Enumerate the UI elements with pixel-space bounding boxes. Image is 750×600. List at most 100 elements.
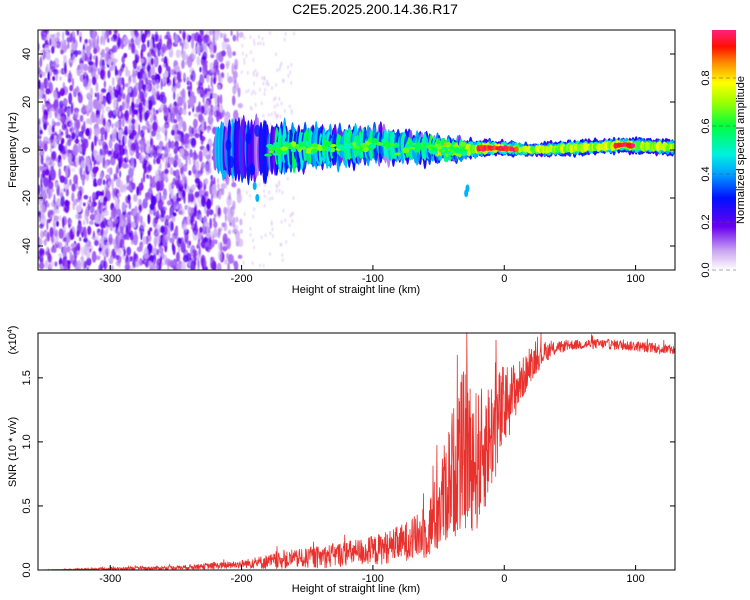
noise-blob xyxy=(252,38,255,43)
noise-blob xyxy=(133,61,137,70)
noise-blob xyxy=(115,84,119,91)
noise-blob xyxy=(202,147,208,157)
noise-blob xyxy=(190,245,196,257)
noise-blob xyxy=(133,234,138,246)
snr-plot-area xyxy=(38,333,675,570)
noise-blob xyxy=(43,136,49,142)
noise-blob xyxy=(52,246,57,254)
noise-blob xyxy=(92,232,95,238)
noise-blob xyxy=(278,96,281,101)
noise-blob xyxy=(197,259,200,270)
noise-blob xyxy=(111,206,118,218)
noise-blob xyxy=(70,102,74,115)
noise-blob xyxy=(203,61,208,72)
noise-blob xyxy=(275,52,278,57)
noise-blob xyxy=(154,217,159,225)
noise-blob xyxy=(72,54,76,63)
noise-blob xyxy=(176,251,180,262)
noise-blob xyxy=(278,67,281,72)
ridge-speckle xyxy=(419,141,425,148)
noise-blob xyxy=(158,140,164,152)
ridge-speckle xyxy=(438,148,443,153)
noise-blob xyxy=(93,47,98,55)
noise-blob xyxy=(285,240,288,245)
noise-blob xyxy=(64,166,69,177)
noise-blob xyxy=(124,83,129,88)
noise-blob xyxy=(118,129,123,141)
noise-blob xyxy=(249,50,252,55)
noise-blob xyxy=(81,175,85,186)
noise-blob xyxy=(70,243,76,248)
snr-y-multiplier: (x104) xyxy=(7,326,19,355)
noise-blob xyxy=(231,63,235,75)
noise-blob xyxy=(43,143,48,152)
noise-blob xyxy=(193,149,197,161)
noise-blob xyxy=(38,210,42,216)
noise-blob xyxy=(146,140,150,146)
noise-blob xyxy=(219,104,224,113)
noise-blob xyxy=(140,58,145,64)
noise-blob xyxy=(138,198,142,205)
noise-blob xyxy=(165,129,168,142)
noise-blob xyxy=(39,129,43,135)
noise-blob xyxy=(269,196,272,201)
noise-blob xyxy=(243,57,246,62)
noise-blob xyxy=(109,255,114,265)
noise-blob xyxy=(288,104,291,109)
noise-blob xyxy=(210,256,214,262)
noise-blob xyxy=(247,88,250,93)
noise-blob xyxy=(83,78,88,88)
noise-blob xyxy=(90,68,97,79)
noise-blob xyxy=(224,258,229,265)
noise-blob xyxy=(203,121,207,126)
noise-blob xyxy=(227,253,234,265)
noise-blob xyxy=(279,63,282,68)
noise-blob xyxy=(234,64,237,70)
noise-blob xyxy=(113,109,118,116)
noise-blob xyxy=(261,36,264,41)
noise-blob xyxy=(290,62,293,67)
noise-blob xyxy=(219,63,225,70)
noise-blob xyxy=(38,139,43,150)
noise-blob xyxy=(199,129,203,141)
noise-blob xyxy=(168,153,172,158)
noise-blob xyxy=(55,236,60,245)
noise-blob xyxy=(197,106,200,112)
noise-blob xyxy=(276,103,279,108)
noise-blob xyxy=(59,88,65,97)
noise-blob xyxy=(157,198,163,211)
noise-blob xyxy=(126,175,130,183)
noise-blob xyxy=(190,137,197,147)
noise-blob xyxy=(129,265,135,270)
noise-blob xyxy=(59,192,64,197)
noise-blob xyxy=(261,76,264,81)
noise-blob xyxy=(71,167,76,173)
noise-blob xyxy=(108,233,113,246)
noise-blob xyxy=(77,93,83,104)
noise-blob xyxy=(227,76,233,84)
noise-blob xyxy=(156,209,159,218)
noise-blob xyxy=(150,193,154,206)
noise-blob xyxy=(88,38,92,45)
noise-blob xyxy=(41,114,48,125)
noise-blob xyxy=(190,70,196,82)
noise-blob xyxy=(178,119,183,131)
noise-blob xyxy=(263,76,266,81)
noise-blob xyxy=(187,206,194,217)
noise-blob xyxy=(217,206,221,217)
noise-blob xyxy=(236,192,242,204)
noise-blob xyxy=(38,79,41,90)
noise-blob xyxy=(181,138,187,145)
noise-blob xyxy=(78,214,82,219)
noise-blob xyxy=(190,184,196,191)
noise-blob xyxy=(224,115,230,128)
noise-blob xyxy=(188,157,191,165)
noise-blob xyxy=(103,260,108,270)
noise-blob xyxy=(228,191,231,201)
colorbar-tick-label: 0.4 xyxy=(700,166,712,181)
noise-blob xyxy=(175,180,179,189)
noise-blob xyxy=(183,41,189,50)
noise-blob xyxy=(78,186,82,191)
noise-blob xyxy=(221,40,227,51)
noise-blob xyxy=(55,157,59,162)
